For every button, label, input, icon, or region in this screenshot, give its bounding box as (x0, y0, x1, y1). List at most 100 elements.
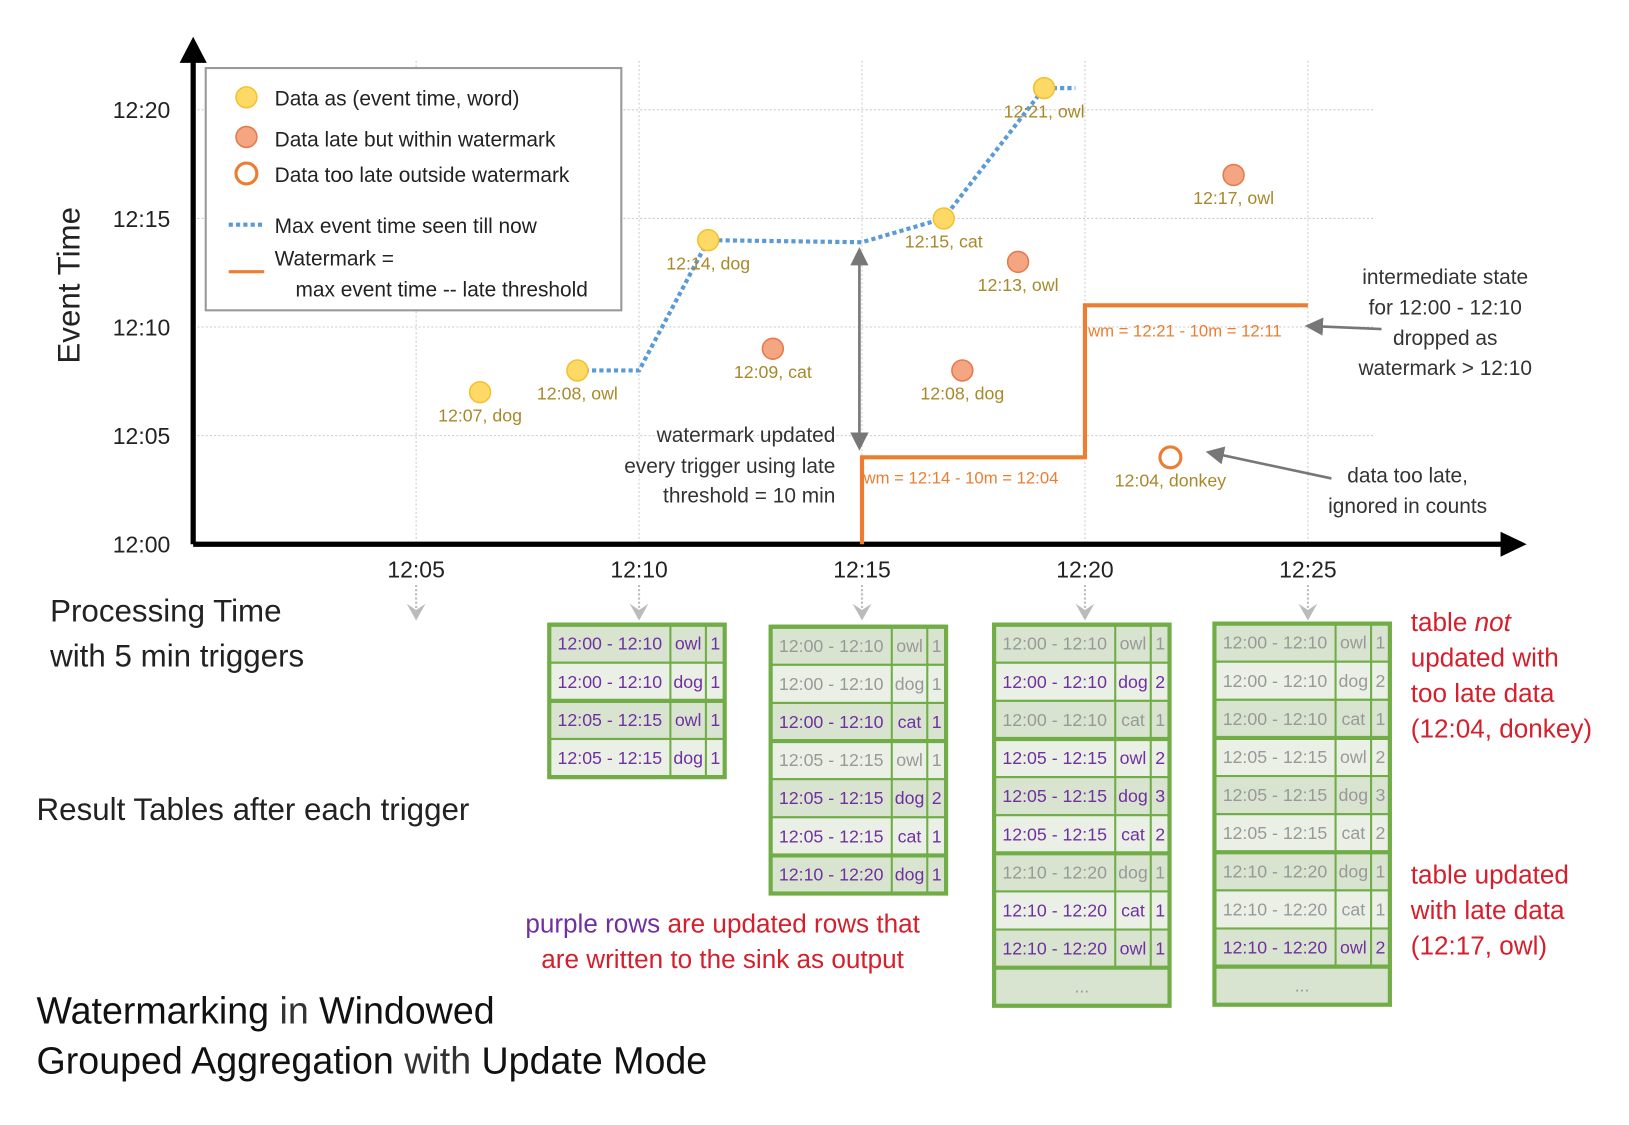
cell-word: dog (1339, 671, 1369, 691)
svg-text:watermark > 12:10: watermark > 12:10 (1357, 357, 1531, 380)
legend-late: Data late but within watermark (275, 128, 556, 151)
cell-word: owl (675, 710, 702, 730)
data-point-label: 12:21, owl (1004, 101, 1085, 121)
table-row: 12:10 - 12:20 dog 1 (1213, 851, 1391, 892)
result-tables-label: Result Tables after each trigger (37, 792, 470, 827)
intermediate-state-note: intermediate state for 12:00 - 12:10 dro… (1357, 266, 1531, 380)
y-tick-label: 12:00 (113, 532, 170, 558)
y-tick-label: 12:20 (113, 97, 170, 123)
table-row: 12:10 - 12:20 cat 1 (1213, 889, 1391, 930)
y-tick-label: 12:15 (113, 206, 170, 232)
table-row: 12:00 - 12:10 cat 1 (769, 701, 948, 743)
trigger-arrow-icon (406, 603, 426, 621)
x-axis-label-line2: with 5 min triggers (49, 638, 304, 673)
cell-window: 12:10 - 12:20 (779, 864, 884, 884)
legend-too-late-marker-icon (234, 161, 259, 186)
data-point-label: 12:15, cat (905, 232, 983, 252)
cell-word: dog (895, 788, 925, 808)
table-row: 12:00 - 12:10 owl 1 (548, 623, 726, 664)
svg-text:dropped as: dropped as (1393, 327, 1497, 350)
trigger-arrow-icon (1075, 603, 1095, 621)
cell-window: 12:10 - 12:20 (1002, 900, 1107, 920)
too-late-note: data too late, ignored in counts (1328, 465, 1487, 518)
cell-word: cat (1121, 710, 1145, 730)
data-point-label: 12:17, owl (1193, 188, 1274, 208)
cell-window: 12:00 - 12:10 (779, 636, 884, 656)
table-row: 12:10 - 12:20 dog 1 (993, 852, 1171, 893)
svg-text:watermark updated: watermark updated (656, 424, 836, 447)
data-point-label: 12:08, dog (920, 384, 1004, 404)
cell-count: 2 (1376, 823, 1386, 843)
y-tick-label: 12:05 (113, 423, 170, 449)
result-table-4: 12:00 - 12:10 owl 112:00 - 12:10 dog 212:00 … (1212, 621, 1392, 1007)
cell-word: owl (1120, 748, 1147, 768)
svg-text:data too late,: data too late, (1347, 465, 1468, 488)
too-late-arrow (1205, 446, 1332, 480)
cell-count: 2 (1155, 748, 1165, 768)
legend: Data as (event time, word) Data late but… (204, 67, 623, 312)
note-not-updated: table not updated with too late data (12… (1411, 607, 1592, 744)
cell-count: 1 (1376, 899, 1386, 919)
cell-word: dog (1339, 785, 1369, 805)
table-row: 12:00 - 12:10 owl 1 (769, 625, 948, 666)
cell-count: 1 (932, 864, 942, 884)
diagram-title: Watermarking in Windowed Grouped Aggrega… (37, 990, 708, 1082)
data-point-label: 12:07, dog (438, 405, 522, 425)
cell-count: 1 (1376, 633, 1386, 653)
cell-word: dog (895, 864, 925, 884)
data-point-label: 12:04, donkey (1115, 471, 1227, 491)
cell-count: 2 (1376, 747, 1386, 767)
trigger-arrow-icon (1298, 603, 1318, 621)
table-row: 12:10 - 12:20 dog 1 (769, 854, 948, 895)
table-row: 12:05 - 12:15 owl 2 (1213, 736, 1391, 778)
result-table-2: 12:00 - 12:10 owl 112:00 - 12:10 dog 1 12:00 … (768, 624, 949, 896)
legend-watermark-1: Watermark = (275, 247, 394, 270)
data-point-too-late (1158, 445, 1183, 470)
table-row: 12:05 - 12:15 owl 2 (993, 737, 1171, 779)
table-row: 12:05 - 12:15 dog 1 (548, 737, 726, 779)
cell-count: 1 (710, 748, 720, 768)
table-row: 12:00 - 12:10 dog 1 (548, 661, 726, 702)
svg-text:intermediate state: intermediate state (1362, 266, 1528, 289)
y-axis-arrow-icon (179, 36, 207, 63)
purple-rows-note: purple rows are updated rows that are wr… (525, 909, 920, 975)
cell-window: 12:10 - 12:20 (1002, 862, 1107, 882)
table-row: 12:05 - 12:15 cat 1 (769, 816, 948, 857)
cell-window: 12:05 - 12:15 (1002, 786, 1107, 806)
cell-count: 1 (1155, 939, 1165, 959)
svg-text:ignored in counts: ignored in counts (1328, 495, 1487, 518)
cell-window: 12:00 - 12:10 (558, 634, 663, 654)
table-row: 12:05 - 12:15 owl 1 (548, 699, 726, 741)
trigger-arrow-icon (852, 603, 872, 621)
max-event-time-line (577, 86, 1076, 373)
cell-count: 1 (1376, 861, 1386, 881)
cell-count: 2 (932, 788, 942, 808)
table-row: 12:00 - 12:10 owl 1 (1213, 622, 1391, 663)
cell-word: owl (896, 750, 923, 770)
data-point-late (1222, 163, 1245, 187)
cell-count: 2 (1155, 672, 1165, 692)
x-tick-label: 12:20 (1056, 557, 1113, 583)
cell-word: dog (1118, 672, 1148, 692)
table-row: 12:00 - 12:10 owl 1 (993, 623, 1171, 664)
cell-count: 1 (1155, 634, 1165, 654)
table-row: 12:10 - 12:20 cat 1 (993, 890, 1171, 931)
legend-watermark-2: max event time -- late threshold (296, 279, 588, 302)
cell-window: 12:05 - 12:15 (1002, 824, 1107, 844)
table-row: 12:00 - 12:10 cat 1 (1213, 698, 1391, 739)
cell-word: dog (673, 748, 703, 768)
cell-word: cat (1121, 900, 1145, 920)
cell-count: 2 (1376, 938, 1386, 958)
y-tick-label: 12:10 (113, 314, 170, 340)
cell-word: cat (1341, 899, 1365, 919)
table-row: 12:10 - 12:20 owl 2 (1213, 927, 1391, 968)
table-row: 12:05 - 12:15 cat 2 (993, 814, 1171, 855)
cell-word: owl (1120, 939, 1147, 959)
intermediate-arrow (1304, 317, 1382, 336)
watermark-label-first: wm = 12:14 - 10m = 12:04 (863, 469, 1059, 488)
svg-text:table updated: table updated (1411, 860, 1569, 890)
svg-text:Grouped Aggregation with Updat: Grouped Aggregation with Update Mode (37, 1040, 708, 1082)
svg-text:table not: table not (1411, 607, 1513, 637)
cell-word: dog (673, 672, 703, 692)
